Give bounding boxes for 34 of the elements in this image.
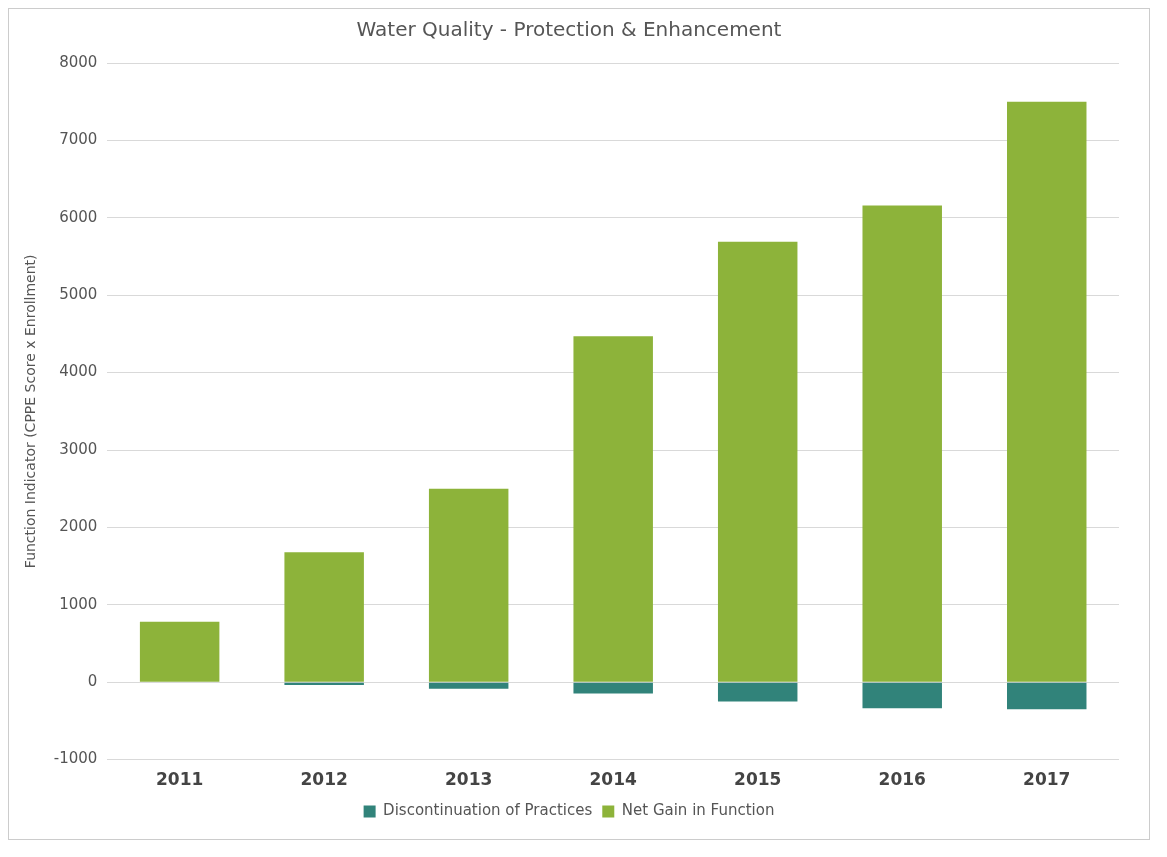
bar bbox=[862, 205, 942, 682]
y-tick-label: 6000 bbox=[59, 207, 98, 226]
x-tick-label: 2013 bbox=[445, 769, 493, 790]
y-axis-title: Function Indicator (CPPE Score x Enrollment) bbox=[22, 254, 39, 569]
x-tick-label: 2017 bbox=[1023, 769, 1071, 790]
y-tick-label: 8000 bbox=[59, 52, 98, 71]
bar bbox=[139, 621, 220, 682]
y-tick-label: 3000 bbox=[59, 439, 98, 458]
y-tick-label: 0 bbox=[87, 672, 98, 691]
legend-label: Net Gain in Function bbox=[621, 801, 775, 820]
y-tick-label: 4000 bbox=[59, 362, 98, 381]
y-tick-label: 1000 bbox=[59, 594, 98, 613]
y-tick-label: 5000 bbox=[59, 285, 98, 304]
bar bbox=[428, 682, 509, 689]
bar bbox=[862, 682, 942, 709]
x-tick-label: 2012 bbox=[300, 769, 348, 790]
bar bbox=[428, 488, 509, 682]
x-tick-label: 2011 bbox=[155, 769, 204, 790]
bar bbox=[1007, 101, 1087, 682]
y-tick-label: 2000 bbox=[59, 517, 98, 536]
y-tick-label: 7000 bbox=[59, 130, 98, 149]
bar bbox=[717, 682, 798, 702]
bar bbox=[284, 552, 364, 682]
x-tick-label: 2015 bbox=[734, 769, 782, 790]
bar bbox=[717, 241, 798, 682]
chart-title: Water Quality - Protection & Enhancement bbox=[356, 17, 782, 42]
bar bbox=[573, 336, 653, 682]
bar bbox=[284, 682, 364, 685]
bar bbox=[1007, 682, 1087, 710]
x-tick-label: 2016 bbox=[878, 769, 926, 790]
bar bbox=[573, 682, 653, 694]
x-tick-label: 2014 bbox=[589, 769, 638, 790]
legend-label: Discontinuation of Practices bbox=[383, 801, 593, 820]
y-tick-label: -1000 bbox=[53, 749, 98, 768]
